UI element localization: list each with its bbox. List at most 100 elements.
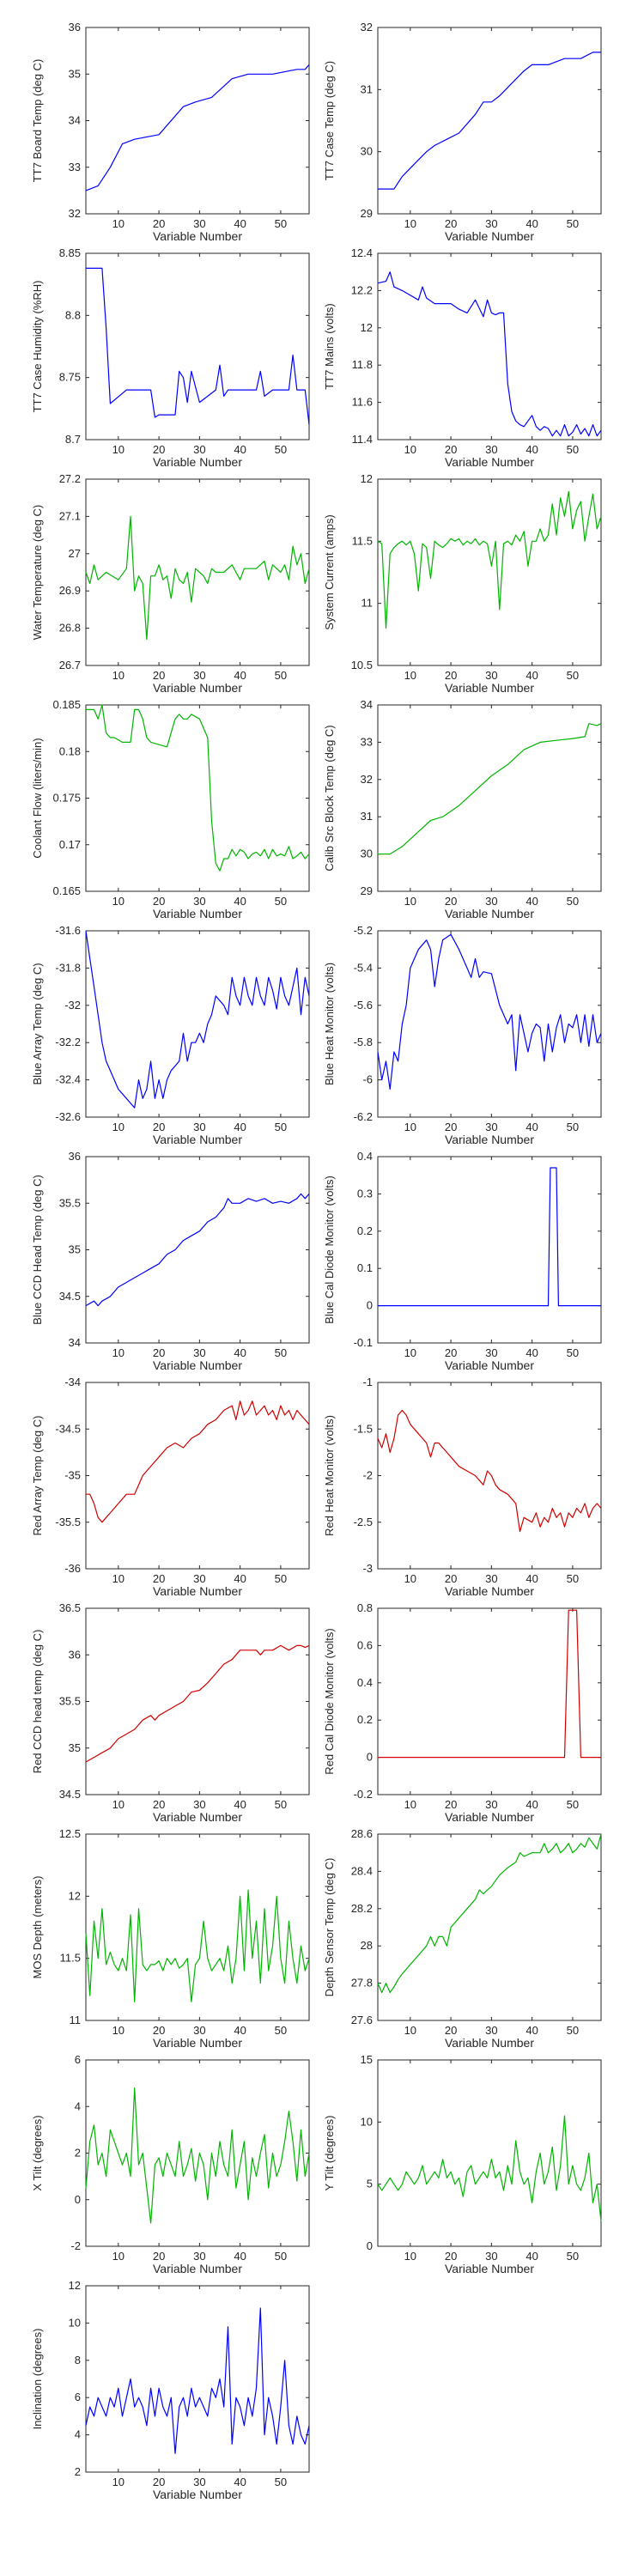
x-tick-label: 20 [153,1572,165,1585]
series-line [86,267,310,425]
y-tick-label: 28.4 [351,1864,373,1877]
axes-box [377,2059,602,2247]
y-tick-label: 11.6 [352,396,373,409]
series-line [378,723,602,855]
x-tick-label: 10 [404,2024,416,2037]
series-line [85,1644,310,1763]
x-tick-label: 30 [485,1798,497,1811]
y-tick-label: -1.5 [354,1422,373,1435]
y-tick-label: 15 [361,2053,373,2066]
y-tick-label: 35 [69,67,81,80]
y-tick-label: 26.7 [59,659,81,671]
y-axis-label: MOS Depth (meters) [31,1876,44,1979]
y-tick-label: 0.185 [52,698,81,711]
x-axis-label: Variable Number [445,1810,534,1824]
x-tick-label: 50 [567,669,579,682]
chart-panel: 10 20 30 40 50 8.7 8.75 8.8 8.85 Variable Number T… [31,246,310,469]
x-axis-label: Variable Number [445,907,534,920]
x-tick-label: 30 [485,895,497,908]
x-tick-label: 30 [193,1798,205,1811]
x-tick-label: 50 [275,443,287,456]
y-tick-label: 12.2 [351,283,373,296]
axes-box [85,704,310,892]
x-axis-label: Variable Number [445,2036,534,2050]
y-tick-label: -35 [64,1469,81,1482]
x-tick-label: 40 [234,2476,246,2488]
x-tick-label: 40 [526,1346,538,1359]
x-tick-label: 40 [526,1798,538,1811]
y-tick-label: 4 [75,2428,81,2441]
x-tick-label: 10 [404,1572,416,1585]
x-tick-label: 40 [526,1572,538,1585]
x-tick-label: 50 [275,1121,287,1133]
x-tick-label: 40 [526,2024,538,2037]
y-tick-label: 33 [69,161,81,173]
x-tick-label: 20 [153,669,165,682]
x-tick-label: 50 [567,2250,579,2263]
y-tick-label: -0.1 [354,1336,373,1349]
x-tick-label: 10 [404,2250,416,2263]
y-tick-label: 36 [69,1648,81,1661]
x-tick-label: 50 [567,1572,579,1585]
y-tick-label: 36.5 [59,1601,81,1614]
x-tick-label: 20 [445,1798,457,1811]
y-tick-label: 10 [69,2316,81,2329]
y-tick-label: 35 [69,1243,81,1256]
x-tick-label: 20 [445,2250,457,2263]
x-tick-label: 20 [445,1121,457,1133]
y-axis-label: Red CCD head temp (deg C) [31,1630,44,1774]
x-tick-label: 50 [567,2024,579,2037]
axes-box [377,1382,602,1570]
x-tick-label: 50 [567,1346,579,1359]
y-tick-label: 31 [361,810,373,823]
axes-box [85,478,310,666]
chart-panel: 10 20 30 40 50 29 30 31 32 33 34 Variable Number Cal… [323,698,602,920]
axes-box [85,1607,310,1795]
y-tick-label: 32 [361,773,373,786]
y-tick-label: 36 [69,21,81,33]
x-tick-label: 50 [567,217,579,230]
x-axis-label: Variable Number [445,229,534,243]
y-axis-label: Y Tilt (degrees) [323,2116,336,2191]
y-axis-label: TT7 Mains (volts) [323,303,336,389]
y-tick-label: 11.5 [60,1952,81,1965]
y-tick-label: 12.5 [59,1827,81,1840]
x-tick-label: 40 [526,443,538,456]
x-axis-label: Variable Number [445,1133,534,1146]
y-tick-label: 11 [361,597,374,610]
chart-panel: 10 20 30 40 50 29 30 31 32 Variable Number TT7 Cas… [323,21,602,243]
y-axis-label: Red Array Temp (deg C) [31,1416,44,1536]
x-tick-label: 50 [567,895,579,908]
y-tick-label: -2.5 [354,1516,373,1528]
chart-panel: 10 20 30 40 50 -2 0 2 4 6 Variable Number X Tilt (d… [31,2053,310,2275]
y-tick-label: -1 [362,1376,373,1388]
y-tick-label: -34 [64,1376,81,1388]
x-tick-label: 40 [234,2250,246,2263]
y-tick-label: 10.5 [351,659,373,671]
y-tick-label: 12 [69,2279,81,2292]
y-tick-label: 34 [69,1336,81,1349]
x-tick-label: 10 [112,1572,125,1585]
y-tick-label: 27.2 [59,472,81,485]
y-tick-label: 29 [361,207,373,220]
series-line [378,1609,601,1759]
y-tick-label: 27 [69,547,81,560]
x-tick-label: 30 [193,1572,205,1585]
y-tick-label: 0.2 [357,1713,373,1726]
x-tick-label: 20 [153,2476,165,2488]
x-axis-label: Variable Number [153,681,242,695]
x-tick-label: 40 [234,1572,246,1585]
x-tick-label: 20 [153,895,165,908]
x-tick-label: 20 [153,217,165,230]
y-tick-label: 6 [75,2391,81,2403]
y-tick-label: -5.2 [354,924,373,937]
y-tick-label: 8.75 [59,371,81,384]
axes-box [85,1156,310,1344]
y-tick-label: 8 [75,2354,81,2366]
y-tick-label: 0 [75,2193,81,2206]
chart-panel: 10 20 30 40 50 34 34.5 35 35.5 36 Variable Number B… [31,1150,310,1372]
series-line [377,2115,602,2222]
y-tick-label: -3 [362,1562,373,1575]
x-tick-label: 40 [234,669,246,682]
x-axis-label: Variable Number [445,681,534,695]
